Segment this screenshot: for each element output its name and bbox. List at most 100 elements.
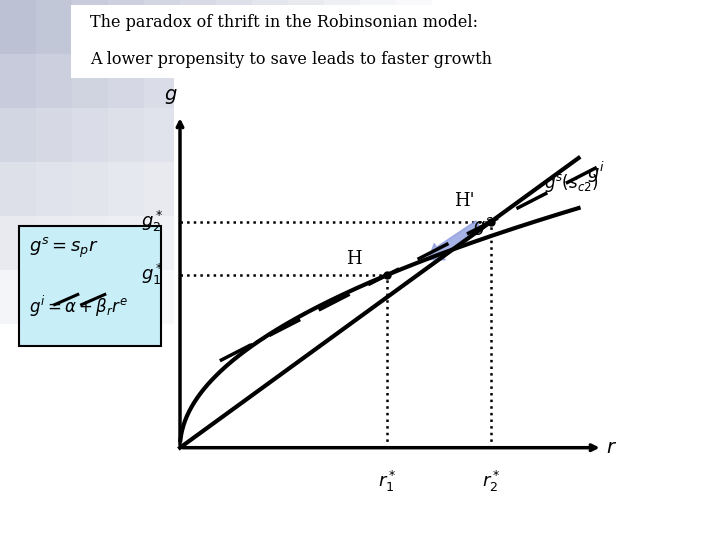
Bar: [36, 270, 72, 324]
Bar: [72, 432, 108, 486]
Bar: [504, 486, 540, 540]
Bar: [324, 378, 360, 432]
Bar: [36, 108, 72, 162]
Bar: [612, 486, 648, 540]
Bar: [0, 54, 36, 108]
Bar: [0, 0, 36, 54]
Bar: [0, 486, 36, 540]
Bar: [108, 54, 144, 108]
Bar: [324, 486, 360, 540]
Bar: [612, 324, 648, 378]
Text: $r_1^*$: $r_1^*$: [378, 469, 397, 494]
Bar: [36, 162, 72, 216]
Bar: [324, 54, 360, 108]
Bar: [468, 378, 504, 432]
Bar: [648, 0, 684, 54]
Bar: [288, 54, 324, 108]
Bar: [684, 0, 720, 54]
Bar: [324, 324, 360, 378]
Bar: [360, 0, 396, 54]
Bar: [504, 270, 540, 324]
Text: $g$: $g$: [163, 87, 177, 106]
Bar: [288, 0, 324, 54]
Bar: [360, 324, 396, 378]
Bar: [504, 324, 540, 378]
Bar: [432, 324, 468, 378]
Bar: [648, 432, 684, 486]
Bar: [576, 216, 612, 270]
Bar: [612, 432, 648, 486]
Bar: [468, 486, 504, 540]
Bar: [252, 324, 288, 378]
Bar: [504, 432, 540, 486]
Bar: [540, 324, 576, 378]
Bar: [612, 162, 648, 216]
Bar: [576, 0, 612, 54]
Text: $g^s(s_{c2})$: $g^s(s_{c2})$: [544, 172, 598, 194]
Bar: [0, 324, 36, 378]
Bar: [504, 216, 540, 270]
Bar: [576, 54, 612, 108]
Bar: [252, 270, 288, 324]
Bar: [468, 432, 504, 486]
Bar: [216, 216, 252, 270]
Bar: [71, 5, 649, 78]
Bar: [108, 324, 144, 378]
Text: $g^i = \mathit{\alpha} + \mathit{\beta}_r r^e$: $g^i = \mathit{\alpha} + \mathit{\beta}_…: [29, 293, 128, 319]
Bar: [540, 162, 576, 216]
Bar: [360, 162, 396, 216]
Bar: [468, 216, 504, 270]
Bar: [324, 162, 360, 216]
Bar: [180, 378, 216, 432]
Bar: [648, 378, 684, 432]
Bar: [432, 0, 468, 54]
Bar: [468, 0, 504, 54]
Bar: [288, 108, 324, 162]
Bar: [72, 162, 108, 216]
Bar: [19, 226, 161, 346]
Bar: [216, 270, 252, 324]
Bar: [144, 270, 180, 324]
Bar: [396, 432, 432, 486]
Bar: [36, 0, 72, 54]
Bar: [468, 324, 504, 378]
Bar: [36, 486, 72, 540]
Bar: [144, 216, 180, 270]
Bar: [360, 432, 396, 486]
Bar: [360, 108, 396, 162]
Text: H: H: [346, 250, 361, 268]
Bar: [684, 432, 720, 486]
Bar: [504, 378, 540, 432]
Bar: [180, 0, 216, 54]
Bar: [36, 324, 72, 378]
Bar: [288, 486, 324, 540]
Bar: [684, 54, 720, 108]
Bar: [396, 216, 432, 270]
Bar: [396, 486, 432, 540]
Bar: [324, 0, 360, 54]
Bar: [612, 0, 648, 54]
Bar: [432, 54, 468, 108]
Bar: [540, 378, 576, 432]
Bar: [576, 432, 612, 486]
Bar: [360, 54, 396, 108]
Bar: [108, 270, 144, 324]
Bar: [0, 216, 36, 270]
Text: H': H': [454, 192, 474, 210]
Bar: [288, 432, 324, 486]
Bar: [0, 378, 36, 432]
Bar: [0, 162, 36, 216]
Bar: [36, 216, 72, 270]
Bar: [540, 216, 576, 270]
Bar: [252, 378, 288, 432]
Bar: [144, 486, 180, 540]
Bar: [144, 162, 180, 216]
Bar: [216, 0, 252, 54]
Bar: [324, 108, 360, 162]
Bar: [540, 54, 576, 108]
Bar: [216, 162, 252, 216]
Bar: [216, 324, 252, 378]
Bar: [72, 54, 108, 108]
Bar: [288, 270, 324, 324]
Bar: [612, 216, 648, 270]
